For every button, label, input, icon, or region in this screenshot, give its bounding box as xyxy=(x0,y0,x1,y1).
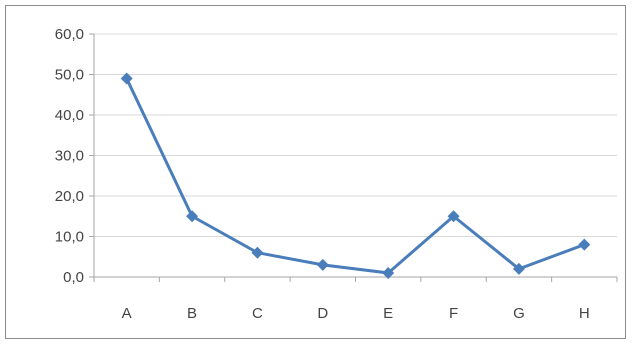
data-point xyxy=(186,210,199,223)
data-point xyxy=(382,266,395,279)
y-tick-label: 30,0 xyxy=(55,148,84,165)
y-tick-label: 50,0 xyxy=(55,67,84,84)
y-tick-label: 20,0 xyxy=(55,188,84,205)
y-tick-label: 40,0 xyxy=(55,107,84,124)
x-tick-label: H xyxy=(579,305,590,322)
data-point xyxy=(578,238,591,251)
data-point xyxy=(120,72,133,85)
x-tick-label: G xyxy=(513,305,525,322)
x-tick-label: C xyxy=(252,305,263,322)
data-point xyxy=(447,210,460,223)
x-tick-label: F xyxy=(449,305,458,322)
x-tick-label: A xyxy=(122,305,132,322)
x-tick-label: E xyxy=(383,305,393,322)
data-point xyxy=(512,262,525,275)
y-tick-label: 60,0 xyxy=(55,26,84,43)
x-tick-label: D xyxy=(317,305,328,322)
y-tick-label: 10,0 xyxy=(55,229,84,246)
chart-frame xyxy=(5,5,626,339)
y-tick-label: 0,0 xyxy=(63,269,84,286)
data-point xyxy=(316,258,329,271)
x-tick-label: B xyxy=(187,305,197,322)
series-line xyxy=(125,77,585,275)
data-point xyxy=(251,246,264,259)
